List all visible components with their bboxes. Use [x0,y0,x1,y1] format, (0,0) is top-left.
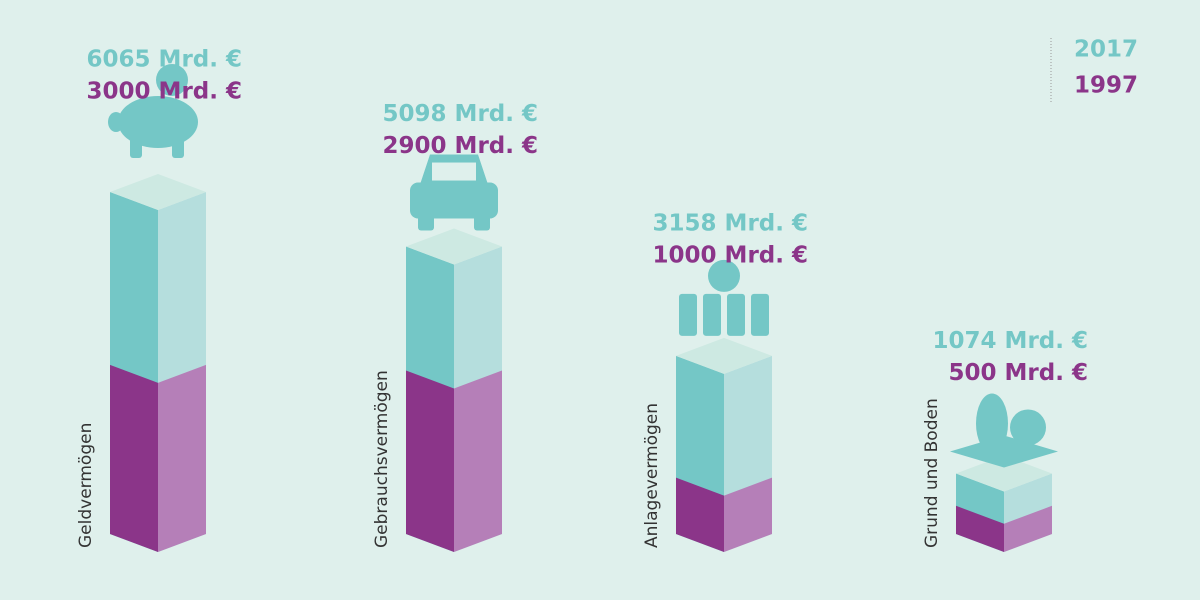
value-label: 1074 Mrd. € [933,328,1088,354]
value-label: 3000 Mrd. € [87,79,242,105]
bar-front [110,364,158,552]
bar-top [956,455,1052,492]
value-label: 1000 Mrd. € [653,242,808,268]
icon [108,112,124,132]
bar-front [406,370,454,552]
icon [410,182,498,219]
value-label: 5098 Mrd. € [383,101,538,127]
icon [418,214,434,231]
icon [130,136,142,158]
icon [156,64,188,96]
bar-top [676,337,772,374]
icon [1010,409,1046,446]
icon [950,435,1058,468]
bar-side [724,477,772,552]
category-label: Grund und Boden [922,398,942,548]
bar-front [676,477,724,552]
bar-front [956,505,1004,552]
bar-top [406,228,502,265]
icon [118,96,198,148]
bar-side [454,370,502,552]
bar-side [1004,505,1052,552]
icon [708,259,740,292]
value-label: 3158 Mrd. € [653,210,808,236]
value-label: 2900 Mrd. € [383,133,538,159]
value-label: 6065 Mrd. € [87,47,242,73]
legend-label: 1997 [1074,73,1138,99]
icon [679,293,697,336]
icon [703,293,721,336]
icon [751,293,769,336]
category-label: Gebrauchsvermögen [372,370,392,548]
bar-side [158,364,206,552]
legend-label: 2017 [1074,37,1138,63]
icon [172,136,184,158]
icon [727,293,745,336]
value-label: 500 Mrd. € [949,360,1088,386]
category-label: Geldvermögen [76,423,96,548]
icon [474,214,490,231]
category-label: Anlagevermögen [642,403,662,548]
bar-top [110,174,206,210]
icon [432,162,476,181]
